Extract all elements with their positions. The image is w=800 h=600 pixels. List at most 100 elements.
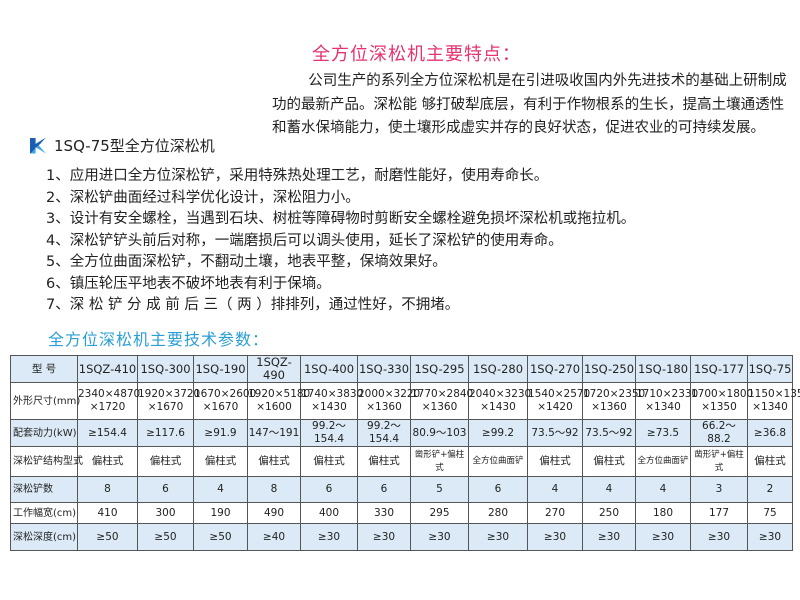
params-title: 全方位深松机主要技术参数：: [48, 330, 270, 349]
table-cell: 1920×3720 ×1670: [137, 382, 200, 420]
feature-item: 3、设计有安全螺栓，当遇到石块、树桩等障碍物时剪断安全螺栓避免损坏深松机或拖拉机…: [46, 211, 636, 227]
table-cell: 295: [410, 502, 469, 524]
table-cell: 99.2～154.4: [300, 419, 358, 447]
table-cell: 270: [527, 502, 583, 524]
table-cell: 1670×2600 ×1670: [193, 382, 256, 420]
row-label: 深松铲数: [10, 476, 78, 503]
feature-item: 1、应用进口全方位深松铲，采用特殊热处理工艺，耐磨性能好，使用寿命长。: [46, 168, 549, 184]
table-cell: ≥117.6: [137, 419, 194, 447]
table-cell: ≥30: [747, 523, 793, 551]
row-label: 型 号: [10, 355, 78, 383]
table-cell: 1740×3830 ×1430: [300, 382, 363, 420]
table-cell: ≥30: [410, 523, 469, 551]
table-cell: 全方位曲面铲: [635, 446, 691, 477]
table-cell: 4: [527, 476, 583, 503]
table-cell: ≥73.5: [635, 419, 691, 447]
table-cell: 73.5～92: [582, 419, 636, 447]
table-cell: 2000×3220 ×1360: [357, 382, 420, 420]
table-cell: 1920×5180 ×1600: [247, 382, 310, 420]
table-cell: 1SQZ-490: [247, 355, 301, 383]
feature-item: 2、深松铲曲面经过科学优化设计，深松阻力小。: [46, 189, 360, 206]
table-cell: ≥91.9: [193, 419, 248, 447]
table-cell: ≥50: [193, 523, 248, 551]
row-label: 配套动力(kW): [10, 419, 78, 447]
table-cell: 1540×2570 ×1420: [527, 382, 590, 420]
table-cell: 偏柱式: [137, 446, 194, 477]
table-cell: 5: [410, 476, 469, 503]
table-cell: 凿形铲+偏柱式: [410, 446, 469, 477]
table-cell: 490: [247, 502, 301, 524]
table-cell: 偏柱式: [357, 446, 411, 477]
table-cell: 6: [468, 476, 528, 503]
table-cell: 400: [300, 502, 358, 524]
table-cell: 75: [747, 502, 793, 524]
table-cell: 全方位曲面铲: [468, 446, 528, 477]
table-cell: ≥30: [635, 523, 691, 551]
table-cell: 280: [468, 502, 528, 524]
table-cell: ≥154.4: [77, 419, 138, 447]
table-cell: 1SQ-300: [137, 355, 194, 383]
table-cell: 1770×2840 ×1360: [410, 382, 473, 420]
table-cell: 4: [635, 476, 691, 503]
table-cell: 1SQ-190: [193, 355, 248, 383]
table-cell: 1SQ-75: [747, 355, 793, 383]
table-cell: 2040×3230 ×1430: [468, 382, 531, 420]
table-cell: 190: [193, 502, 248, 524]
row-label: 外形尺寸(mm): [10, 382, 80, 420]
row-label: 深松深度(cm): [10, 523, 78, 551]
table-cell: ≥99.2: [468, 419, 528, 447]
table-cell: 3: [690, 476, 748, 503]
table-cell: ≥50: [77, 523, 138, 551]
table-cell: 1700×1800 ×1350: [690, 382, 753, 420]
table-cell: 偏柱式: [193, 446, 248, 477]
table-cell: 2: [747, 476, 793, 503]
row-label: 工作幅宽(cm): [10, 502, 78, 524]
table-row: 深松铲结构型式 偏柱式 偏柱式 偏柱式 偏柱式 偏柱式 偏柱式 凿形铲+偏柱式 全方位曲面铲 偏柱…: [10, 446, 793, 477]
table-cell: ≥36.8: [747, 419, 793, 447]
table-row: 配套动力(kW) ≥154.4 ≥117.6 ≥91.9 147～191 99.2～154…: [10, 419, 793, 447]
table-cell: 1SQ-295: [410, 355, 469, 383]
table-cell: 177: [690, 502, 748, 524]
table-cell: 偏柱式: [582, 446, 636, 477]
table-cell: 1SQ-250: [582, 355, 636, 383]
model-heading-text: 1SQ-75型全方位深松机: [54, 137, 215, 155]
table-cell: 180: [635, 502, 691, 524]
table-cell: 410: [77, 502, 138, 524]
feature-item: 5、全方位曲面深松铲，不翻动土壤，地表平整，保墒效果好。: [46, 254, 447, 270]
table-cell: 99.2～154.4: [357, 419, 411, 447]
table-cell: 8: [247, 476, 301, 503]
table-cell: 偏柱式: [747, 446, 793, 477]
table-cell: 1SQ-280: [468, 355, 528, 383]
table-cell: 1SQ-270: [527, 355, 583, 383]
table-cell: ≥40: [247, 523, 301, 551]
table-cell: ≥30: [527, 523, 583, 551]
table-cell: 偏柱式: [300, 446, 358, 477]
table-cell: 偏柱式: [77, 446, 138, 477]
table-cell: 凿形铲+偏柱式: [690, 446, 748, 477]
table-cell: 4: [582, 476, 636, 503]
table-cell: 1SQ-400: [300, 355, 358, 383]
feature-list: 1、应用进口全方位深松铲，采用特殊热处理工艺，耐磨性能好，使用寿命长。 2、深松…: [46, 166, 635, 317]
table-row: 工作幅宽(cm) 410 300 190 490 400 330 295 280 270 250 18…: [10, 502, 793, 524]
table-cell: ≥30: [690, 523, 748, 551]
table-cell: 73.5～92: [527, 419, 583, 447]
table-cell: 66.2～88.2: [690, 419, 748, 447]
model-heading: 1SQ-75型全方位深松机: [30, 135, 215, 156]
table-cell: 6: [137, 476, 194, 503]
table-cell: 250: [582, 502, 636, 524]
row-label: 深松铲结构型式: [10, 446, 83, 477]
feature-item: 4、深松铲铲头前后对称，一端磨损后可以调头使用，延长了深松铲的使用寿命。: [46, 232, 563, 249]
intro-paragraph: 公司生产的系列全方位深松机是在引进吸收国内外先进技术的基础上研制成功的最新产品。…: [272, 73, 787, 136]
table-cell: 330: [357, 502, 411, 524]
table-cell: 1710×2330 ×1340: [635, 382, 698, 420]
feature-item: 7、深 松 铲 分 成 前 后 三（ 两 ）排排列，通过性好，不拥堵。: [46, 297, 460, 313]
table-cell: 8: [77, 476, 138, 503]
table-cell: 147～191: [247, 419, 301, 447]
table-row: 型 号 1SQZ-410 1SQ-300 1SQ-190 1SQZ-490 1SQ-400…: [10, 355, 793, 383]
table-cell: 偏柱式: [247, 446, 301, 477]
spec-table: 型 号 1SQZ-410 1SQ-300 1SQ-190 1SQZ-490 1SQ-400…: [10, 355, 800, 551]
feature-item: 6、镇压轮压平地表不破坏地表有利于保墒。: [46, 275, 331, 292]
table-cell: 80.9～103: [410, 419, 469, 447]
table-cell: ≥30: [300, 523, 358, 551]
table-cell: 4: [193, 476, 248, 503]
